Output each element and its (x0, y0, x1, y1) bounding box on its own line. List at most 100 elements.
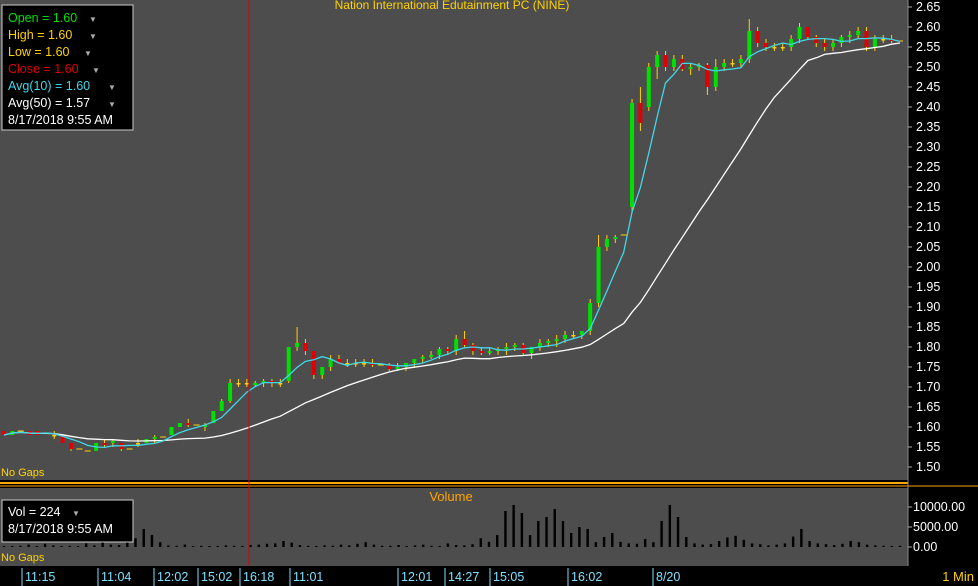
dropdown-arrow-icon[interactable]: ▼ (108, 83, 116, 92)
volume-bar (520, 513, 524, 547)
candle-body (772, 47, 777, 49)
candle-body (646, 67, 651, 107)
volume-bar (397, 545, 400, 547)
candle-body (236, 383, 241, 385)
volume-bar (668, 505, 672, 547)
volume-bar (331, 545, 335, 547)
interval-label[interactable]: 1 Min (942, 569, 974, 584)
price-panel-background[interactable] (0, 0, 908, 480)
price-tick-label: 2.20 (916, 180, 940, 194)
volume-bar (35, 546, 39, 547)
volume-bar (553, 509, 556, 547)
volume-bar (528, 535, 532, 547)
volume-bar (463, 545, 466, 547)
volume-bar (191, 546, 195, 547)
dropdown-arrow-icon[interactable]: ▼ (72, 509, 80, 518)
time-tick-label: 8/20 (656, 570, 680, 584)
volume-bar (742, 539, 746, 547)
candle-body (512, 345, 517, 347)
candle-body (336, 359, 341, 363)
volume-bar (380, 545, 384, 547)
volume-bar (249, 545, 252, 547)
time-axis[interactable]: 11:15 11:04 12:02 15:02 16:18 11:01 12:01 14:27… (21, 568, 680, 586)
candle-body (588, 303, 593, 331)
legend-avg10[interactable]: Avg(10) = 1.60 (8, 79, 90, 93)
volume-bar (717, 541, 721, 547)
volume-bar (2, 546, 6, 547)
candle-body (872, 39, 877, 47)
candle-body (470, 345, 475, 351)
price-tick-label: 2.40 (916, 100, 940, 114)
dropdown-arrow-icon[interactable]: ▼ (92, 66, 100, 75)
candle-body (504, 347, 509, 349)
price-tick-label: 2.00 (916, 260, 940, 274)
volume-bar (134, 538, 137, 547)
avg50-line (3, 42, 901, 442)
candle-body (244, 383, 249, 385)
candle-body (52, 435, 57, 437)
volume-bar (709, 544, 713, 547)
volume-bar (561, 521, 565, 547)
volume-panel-background[interactable] (0, 488, 908, 566)
volume-bar (841, 543, 844, 547)
volume-bar (356, 543, 359, 547)
volume-bar (602, 537, 606, 547)
volume-bar (454, 545, 458, 547)
legend-avg50[interactable]: Avg(50) = 1.57 (8, 96, 90, 110)
volume-bar (27, 544, 30, 547)
no-gaps-label-volume: No Gaps (1, 552, 45, 564)
legend-open[interactable]: Open = 1.60 (8, 11, 77, 25)
volume-bar (611, 533, 614, 547)
price-legend[interactable]: Open = 1.60 High = 1.60 Low = 1.60 Close… (1, 4, 134, 131)
volume-bar (200, 545, 203, 547)
volume-bar (298, 545, 302, 547)
candle-body (429, 355, 434, 357)
price-tick-label: 2.55 (916, 40, 940, 54)
candle-body (353, 363, 358, 365)
price-tick-label: 2.05 (916, 240, 940, 254)
legend-high[interactable]: High = 1.60 (8, 28, 72, 42)
volume-bar (643, 539, 647, 547)
volume-bar (808, 541, 811, 547)
legend-low[interactable]: Low = 1.60 (8, 45, 70, 59)
volume-bar (282, 541, 285, 547)
candle-body (328, 359, 333, 367)
volume-tick-label: 0.00 (913, 540, 937, 554)
volume-bar (726, 537, 729, 547)
volume-axis[interactable]: 10000.00 5000.00 0.00 (908, 500, 965, 554)
price-tick-label: 1.60 (916, 420, 940, 434)
candle-body (537, 343, 542, 347)
price-axis[interactable]: 2.65 2.60 2.55 2.50 2.45 2.40 2.35 2.30 2.25 2.20… (908, 0, 940, 474)
candle-body (730, 63, 735, 65)
dropdown-arrow-icon[interactable]: ▼ (89, 32, 97, 41)
volume-bar (504, 511, 507, 547)
moving-average-lines[interactable] (3, 37, 901, 449)
dropdown-arrow-icon[interactable]: ▼ (84, 49, 92, 58)
legend-close[interactable]: Close = 1.60 (8, 62, 79, 76)
candle-body (420, 357, 425, 359)
volume-bar (438, 546, 441, 547)
volume-bar (315, 546, 318, 547)
dropdown-arrow-icon[interactable]: ▼ (108, 100, 116, 109)
volume-legend[interactable]: Vol = 224 8/17/2018 9:55 AM ▼ (1, 499, 134, 543)
time-tick-label: 16:18 (243, 570, 274, 584)
dropdown-arrow-icon[interactable]: ▼ (89, 15, 97, 24)
volume-title: Volume (429, 489, 472, 504)
price-tick-label: 1.75 (916, 360, 940, 374)
legend-volume[interactable]: Vol = 224 (8, 505, 61, 519)
price-tick-label: 2.65 (916, 0, 940, 14)
price-tick-label: 2.60 (916, 20, 940, 34)
volume-bar (512, 505, 515, 547)
volume-bar (446, 543, 450, 547)
candle-body (102, 443, 107, 445)
volume-bar (274, 543, 277, 547)
candle-body (437, 349, 442, 355)
volume-bar (898, 545, 902, 547)
price-tick-label: 2.50 (916, 60, 940, 74)
volume-legend-box (1, 499, 134, 543)
volume-bar (364, 542, 367, 547)
volume-bar (142, 529, 145, 547)
candle-body (805, 27, 810, 37)
volume-bars[interactable] (2, 505, 902, 547)
candle-body (60, 435, 65, 443)
